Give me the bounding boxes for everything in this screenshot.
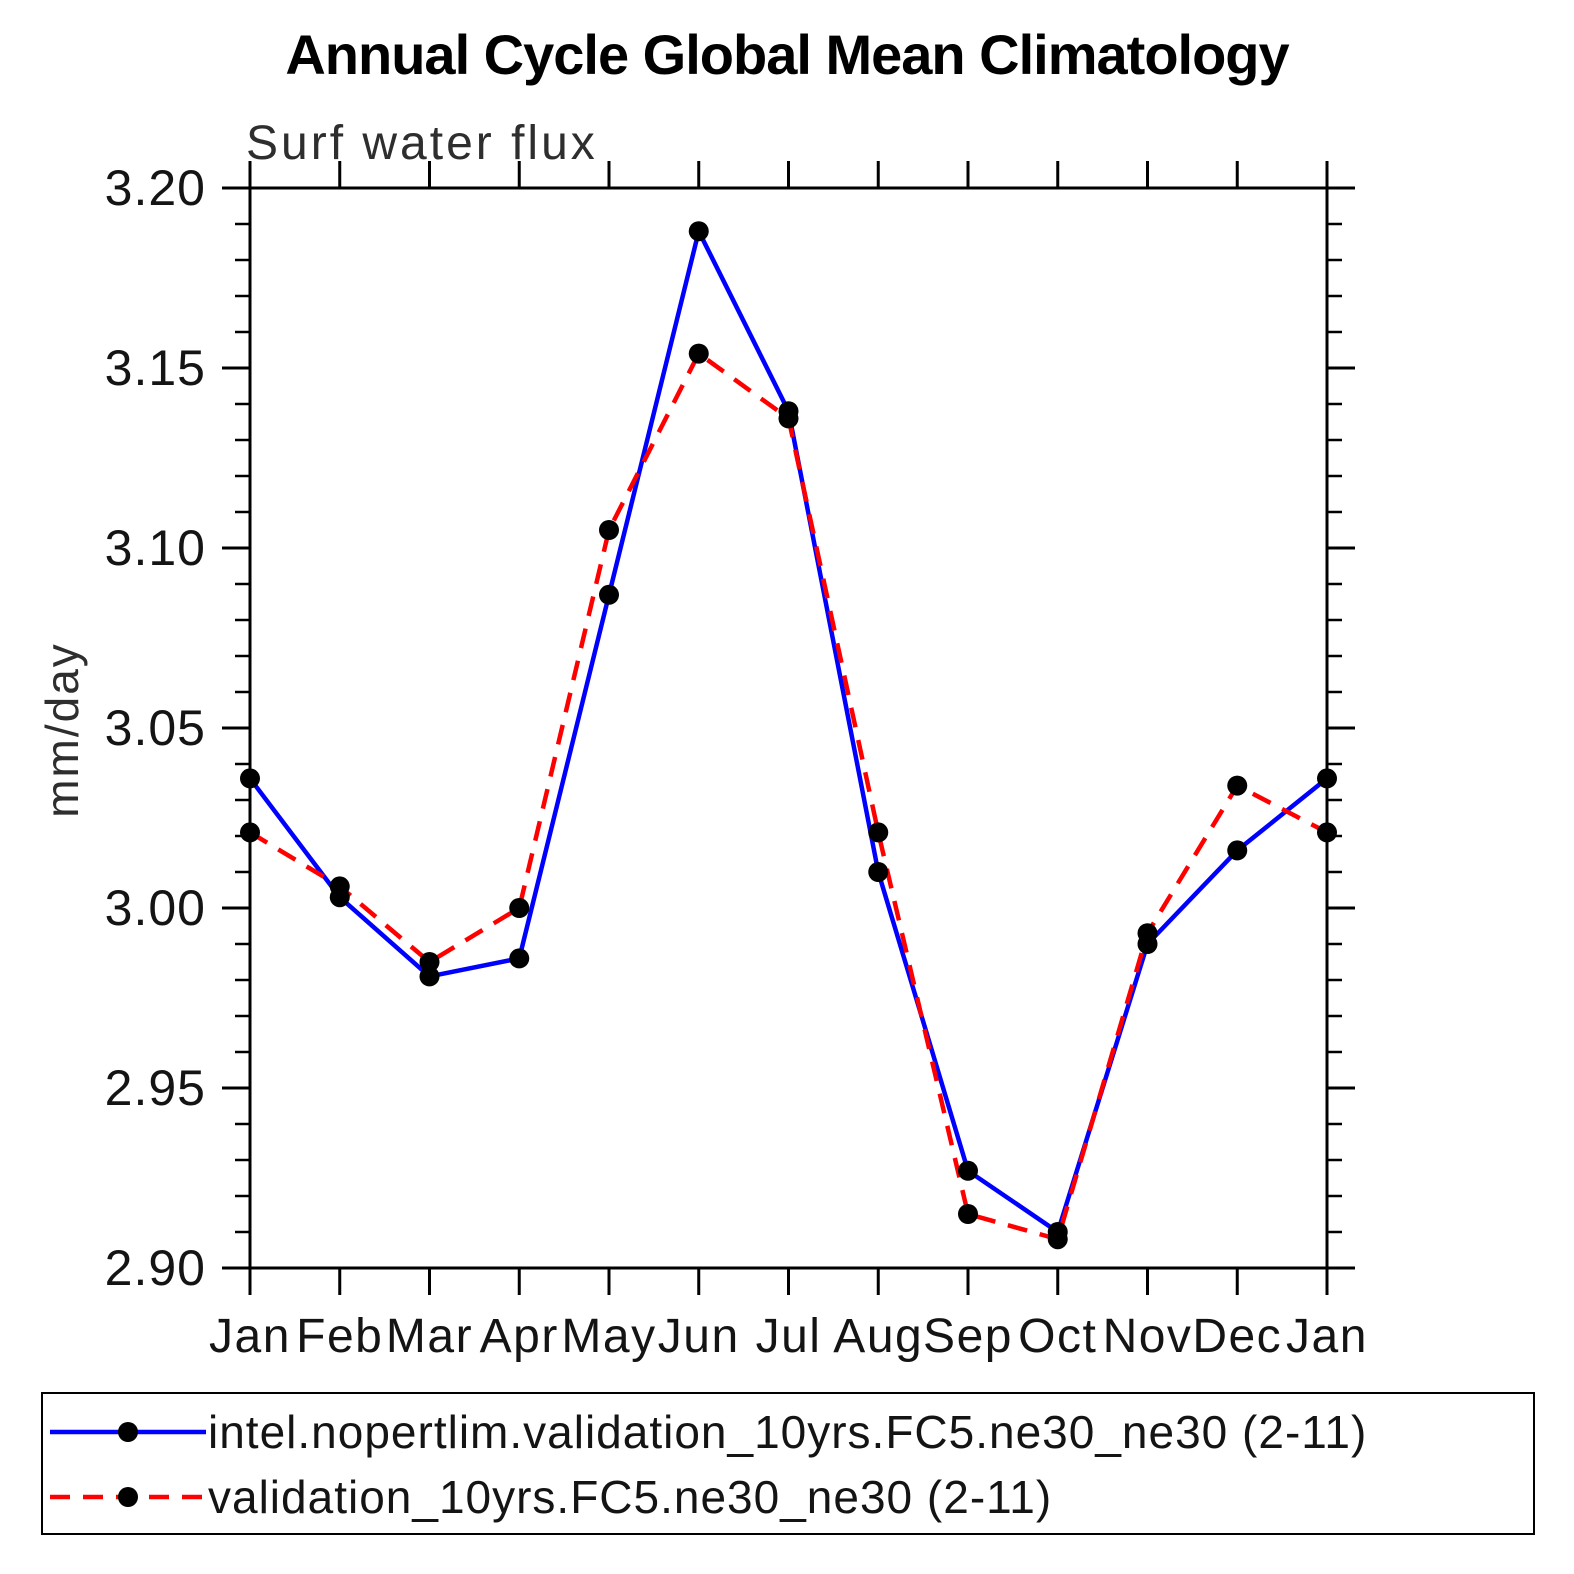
- data-point-dot: [958, 1204, 978, 1224]
- data-point-dot: [329, 876, 350, 897]
- x-tick-label: Apr: [480, 1310, 559, 1363]
- data-point-dot: [1317, 768, 1337, 789]
- data-point-dot: [778, 408, 799, 429]
- data-point-dot: [1227, 775, 1248, 796]
- x-tick-label: Aug: [833, 1310, 923, 1363]
- y-tick-label: 2.95: [105, 1060, 206, 1116]
- data-point-dot: [1137, 923, 1158, 944]
- data-point-dot: [1317, 822, 1337, 843]
- x-tick-label: Jan: [1286, 1310, 1368, 1363]
- y-tick-label: 3.20: [105, 160, 206, 216]
- data-point-dot: [958, 1160, 978, 1181]
- x-tick-label: Feb: [296, 1310, 383, 1363]
- x-axis-ticks: [248, 161, 1329, 1295]
- y-tick-label: 3.10: [105, 520, 206, 576]
- series-1-markers: [240, 343, 1337, 1250]
- data-point-dot: [1047, 1229, 1068, 1250]
- y-tick-label: 3.05: [105, 700, 206, 756]
- data-point-dot: [868, 862, 889, 882]
- x-tick-label: Jan: [209, 1310, 291, 1363]
- legend-label: validation_10yrs.FC5.ne30_ne30 (2-11): [208, 1471, 1053, 1523]
- y-tick-label: 2.90: [105, 1240, 206, 1296]
- x-tick-label: Sep: [923, 1310, 1013, 1363]
- data-point-dot: [419, 952, 440, 972]
- data-point-dot: [688, 221, 709, 242]
- y-tick-label: 3.00: [105, 880, 206, 936]
- series-0-markers: [240, 221, 1337, 1242]
- data-point-dot: [240, 768, 260, 789]
- x-tick-label: Nov: [1103, 1310, 1193, 1363]
- x-tick-label: Dec: [1192, 1310, 1282, 1363]
- x-tick-label: Oct: [1018, 1310, 1097, 1363]
- chart-title: Annual Cycle Global Mean Climatology: [285, 23, 1289, 86]
- plot-frame: [248, 186, 1329, 1270]
- data-point-dot: [1227, 840, 1248, 861]
- data-point-dot: [688, 343, 709, 364]
- y-axis-ticks: [222, 186, 1355, 1270]
- legend-marker-dot: [118, 1422, 138, 1442]
- plot-svg: Jan Feb Mar Apr May Jun Jul Aug Sep Oct Nov Dec Jan3…: [105, 160, 1368, 1363]
- legend-entry: intel.nopertlim.validation_10yrs.FC5.ne3…: [48, 1406, 1368, 1458]
- legend-line-sample: [50, 1487, 206, 1507]
- legend-label: intel.nopertlim.validation_10yrs.FC5.ne3…: [208, 1406, 1368, 1458]
- data-point-dot: [419, 966, 440, 987]
- data-point-dot: [599, 584, 619, 605]
- x-tick-label: Jun: [658, 1310, 740, 1363]
- legend-entry: validation_10yrs.FC5.ne30_ne30 (2-11): [48, 1471, 1053, 1523]
- data-point-dot: [599, 520, 619, 540]
- y-tick-label: 3.15: [105, 340, 206, 396]
- data-point-dot: [868, 822, 889, 843]
- data-point-dot: [509, 948, 530, 969]
- legend-line-sample: [50, 1422, 206, 1442]
- x-tick-label: Jul: [756, 1310, 822, 1363]
- series-1-line: [248, 351, 1329, 1242]
- x-tick-label: Mar: [386, 1310, 473, 1363]
- legend-box: intel.nopertlim.validation_10yrs.FC5.ne3…: [41, 1392, 1535, 1535]
- legend-marker-dot: [118, 1487, 138, 1507]
- x-tick-labels: Jan Feb Mar Apr May Jun Jul Aug Sep Oct Nov Dec Jan: [209, 1310, 1368, 1363]
- data-point-dot: [509, 898, 530, 918]
- y-tick-labels: 3.20 3.15 3.10 3.05 3.00 2.95 2.90: [105, 160, 206, 1296]
- chart-subtitle: Surf water flux: [246, 117, 598, 170]
- x-tick-label: May: [561, 1310, 656, 1363]
- series-0-line: [248, 228, 1329, 1235]
- data-point-dot: [240, 822, 260, 843]
